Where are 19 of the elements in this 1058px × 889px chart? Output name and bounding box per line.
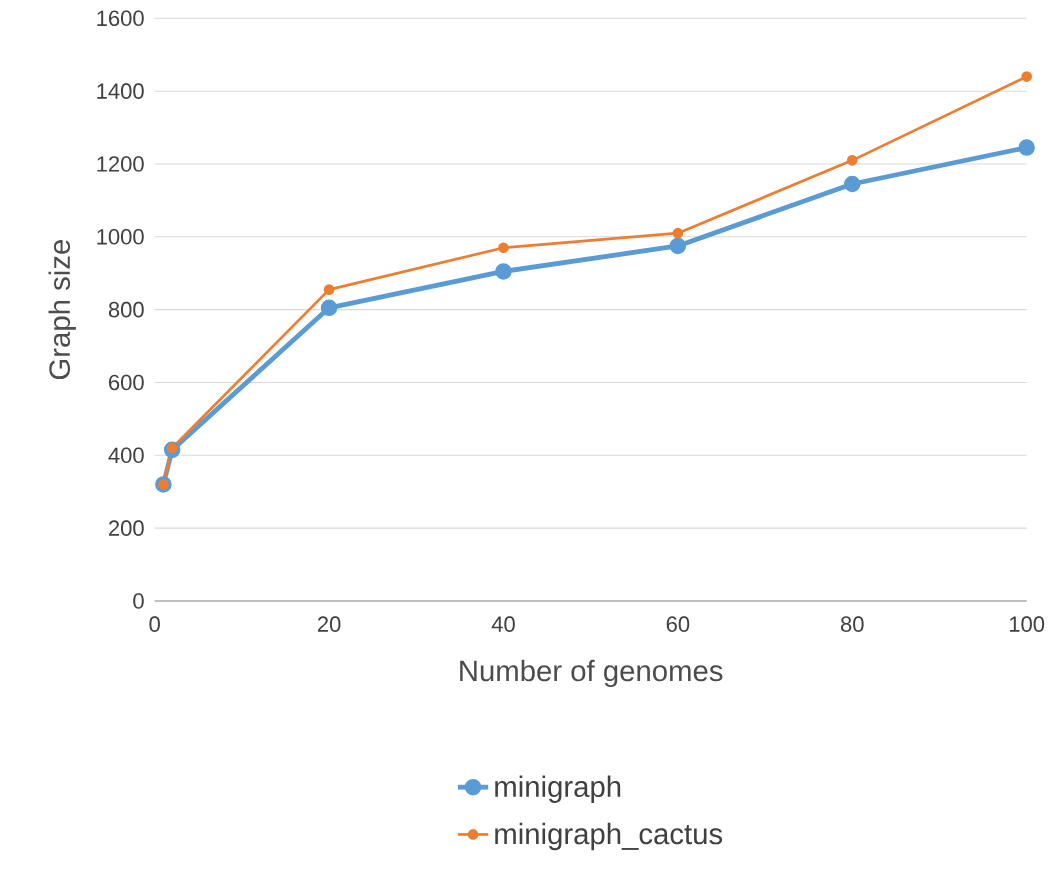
y-tick-label: 1200 [97, 156, 144, 172]
x-tick-label: 80 [840, 616, 864, 632]
legend-label: minigraph [495, 775, 621, 803]
x-tick-label: 40 [491, 616, 515, 632]
y-tick-label: 0 [133, 593, 144, 609]
legend-label: minigraph_cactus [495, 822, 723, 851]
y-tick-label: 400 [108, 447, 144, 464]
y-tick-label: 1600 [97, 10, 144, 27]
y-tick-label: 600 [109, 374, 144, 391]
y-tick-label: 200 [109, 520, 144, 536]
y-axis-title: Graph size [48, 240, 76, 380]
x-tick-label: 0 [149, 616, 160, 632]
x-axis-title: Number of genomes [460, 659, 723, 688]
y-tick-label: 1000 [97, 229, 144, 245]
x-tick-label: 100 [1009, 616, 1045, 632]
y-tick-label: 1400 [97, 83, 144, 99]
x-tick-label: 60 [666, 616, 690, 632]
x-tick-label: 20 [317, 616, 341, 632]
y-tick-label: 800 [108, 301, 144, 318]
